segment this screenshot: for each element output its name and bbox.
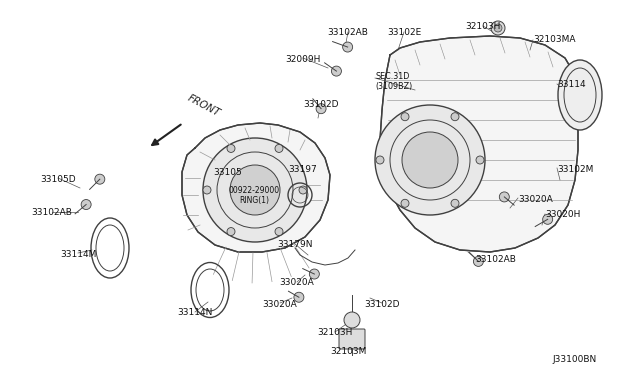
Text: 32009H: 32009H: [285, 55, 321, 64]
Circle shape: [344, 312, 360, 328]
Text: 32103MA: 32103MA: [533, 35, 575, 44]
Text: 33102AB: 33102AB: [475, 255, 516, 264]
Text: 00922-29000
RING(1): 00922-29000 RING(1): [228, 186, 280, 205]
Circle shape: [316, 104, 326, 114]
Text: 33102M: 33102M: [557, 165, 593, 174]
Text: 32103H: 32103H: [317, 328, 353, 337]
Text: 33102D: 33102D: [364, 300, 400, 309]
Polygon shape: [380, 36, 578, 252]
Text: 33105: 33105: [214, 168, 243, 177]
Text: 33102D: 33102D: [303, 100, 339, 109]
Ellipse shape: [558, 60, 602, 130]
Text: 33197: 33197: [289, 165, 317, 174]
Text: J33100BN: J33100BN: [553, 355, 597, 364]
Circle shape: [491, 21, 505, 35]
Circle shape: [332, 66, 341, 76]
Circle shape: [499, 192, 509, 202]
Circle shape: [227, 228, 235, 235]
Circle shape: [299, 186, 307, 194]
Circle shape: [474, 256, 483, 266]
Circle shape: [451, 113, 459, 121]
Circle shape: [375, 105, 485, 215]
Text: 33114: 33114: [557, 80, 586, 89]
Circle shape: [275, 144, 283, 153]
Circle shape: [402, 132, 458, 188]
Circle shape: [203, 186, 211, 194]
Circle shape: [543, 214, 553, 224]
FancyBboxPatch shape: [339, 329, 365, 349]
Circle shape: [294, 292, 304, 302]
Circle shape: [476, 156, 484, 164]
Text: 33102E: 33102E: [387, 28, 421, 37]
Text: FRONT: FRONT: [186, 93, 222, 118]
Circle shape: [401, 113, 409, 121]
Text: 33114M: 33114M: [60, 250, 96, 259]
Text: 32103H: 32103H: [465, 22, 500, 31]
Circle shape: [401, 199, 409, 207]
Text: 33179N: 33179N: [277, 240, 313, 249]
Text: SEC.31D
(3109BZ): SEC.31D (3109BZ): [375, 72, 412, 92]
Circle shape: [451, 199, 459, 207]
Circle shape: [275, 228, 283, 235]
Text: 33020A: 33020A: [518, 195, 553, 204]
Text: 33102AB: 33102AB: [31, 208, 72, 217]
Text: 33020A: 33020A: [280, 278, 314, 287]
Circle shape: [494, 24, 502, 32]
Text: 33020H: 33020H: [545, 210, 580, 219]
Text: 32103M: 32103M: [330, 347, 366, 356]
Circle shape: [376, 156, 384, 164]
Text: 33102AB: 33102AB: [328, 28, 369, 37]
Circle shape: [95, 174, 105, 184]
Polygon shape: [182, 123, 330, 252]
Text: 33114N: 33114N: [177, 308, 212, 317]
Circle shape: [230, 165, 280, 215]
Circle shape: [342, 42, 353, 52]
Text: 33105D: 33105D: [40, 175, 76, 184]
Circle shape: [309, 269, 319, 279]
Circle shape: [227, 144, 235, 153]
Circle shape: [81, 199, 91, 209]
Text: 33020A: 33020A: [262, 300, 298, 309]
Circle shape: [203, 138, 307, 242]
